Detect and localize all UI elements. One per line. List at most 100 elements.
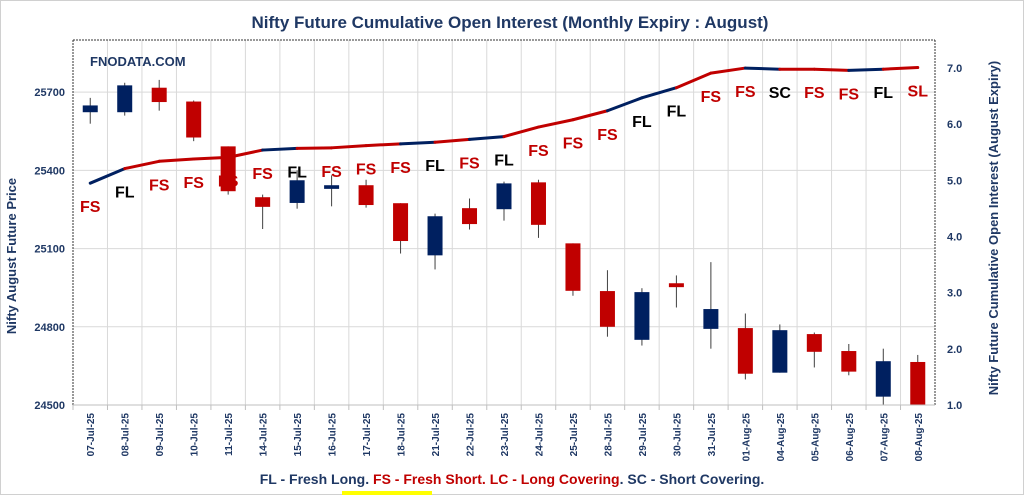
candle-body xyxy=(496,183,512,210)
x-tick-label: 31-Jul-25 xyxy=(707,413,718,457)
oi-line-segment xyxy=(226,148,265,159)
legend-dot: . xyxy=(619,471,624,487)
legend-fs: FS - Fresh Short. xyxy=(373,471,486,487)
oi-line-segment xyxy=(123,159,161,171)
signal-label: FS xyxy=(597,127,618,144)
signal-label: SL xyxy=(908,84,929,101)
signal-label: FS xyxy=(804,85,825,102)
x-tick-label: 04-Aug-25 xyxy=(776,413,787,462)
x-tick-label: 17-Jul-25 xyxy=(362,413,373,457)
x-tick-label: 11-Jul-25 xyxy=(224,413,235,456)
oi-line-segment xyxy=(536,118,575,129)
x-tick-label: 25-Jul-25 xyxy=(569,413,580,457)
candle-body xyxy=(634,292,650,340)
signal-label: FS xyxy=(321,164,342,181)
candle-body xyxy=(806,334,822,352)
signal-label: FS xyxy=(149,177,170,194)
oi-line-segment xyxy=(330,144,368,150)
left-tick-label: 25700 xyxy=(34,87,65,99)
signal-label: FL xyxy=(667,104,687,121)
signal-label: FS xyxy=(839,86,860,103)
signal-label: FS xyxy=(563,136,584,153)
oi-line-segment xyxy=(812,67,851,72)
signal-label: FL xyxy=(632,114,652,131)
x-tick-label: 08-Aug-25 xyxy=(914,413,925,462)
left-axis-label: Nifty August Future Price xyxy=(4,178,19,334)
x-tick-label: 14-Jul-25 xyxy=(259,413,270,457)
signal-label: FS xyxy=(218,173,239,190)
oi-line-segment xyxy=(674,71,713,90)
x-tick-label: 15-Jul-25 xyxy=(293,413,304,457)
candle-body xyxy=(530,182,546,225)
candle-body xyxy=(668,283,684,288)
oi-line-segment xyxy=(847,67,885,72)
right-tick-label: 4.0 xyxy=(947,232,962,244)
x-tick-label: 23-Jul-25 xyxy=(500,413,511,457)
x-tick-label: 09-Jul-25 xyxy=(155,413,166,457)
right-tick-label: 2.0 xyxy=(947,344,962,356)
signal-label: FS xyxy=(80,199,101,216)
candle-body xyxy=(841,351,857,372)
signal-label: FL xyxy=(287,164,307,181)
x-tick-label: 10-Jul-25 xyxy=(190,413,201,457)
candle-body xyxy=(462,208,478,225)
left-tick-label: 25100 xyxy=(34,244,65,256)
oi-line-segment xyxy=(399,140,437,146)
oi-line-segment xyxy=(261,146,299,152)
candle-body xyxy=(186,101,202,138)
signal-label: FS xyxy=(183,175,204,192)
signal-label: FL xyxy=(494,153,514,170)
x-tick-label: 08-Jul-25 xyxy=(121,413,132,457)
oi-line-segment xyxy=(502,125,540,139)
signal-label: FL xyxy=(425,158,445,175)
right-tick-label: 3.0 xyxy=(947,288,962,300)
signal-label: FL xyxy=(874,85,894,102)
legend-highlight xyxy=(342,491,432,495)
signal-label: SC xyxy=(769,85,792,102)
watermark: FNODATA.COM xyxy=(90,54,186,69)
left-tick-label: 24800 xyxy=(34,322,65,334)
oi-line-segment xyxy=(364,142,403,148)
candle-body xyxy=(324,185,340,189)
x-tick-label: 22-Jul-25 xyxy=(466,413,477,457)
signal-label: FS xyxy=(735,84,756,101)
x-tick-label: 29-Jul-25 xyxy=(638,413,649,457)
candle-body xyxy=(117,85,133,113)
x-tick-label: 24-Jul-25 xyxy=(534,413,545,457)
candle-body xyxy=(565,243,581,291)
candle-body xyxy=(703,309,719,329)
candle-body xyxy=(737,328,753,374)
oi-line-segment xyxy=(295,146,334,150)
right-tick-label: 1.0 xyxy=(947,400,962,412)
legend-fl: FL - Fresh Long. xyxy=(259,471,370,487)
right-tick-label: 7.0 xyxy=(947,63,962,75)
x-tick-label: 07-Jul-25 xyxy=(86,413,97,457)
oi-line-segment xyxy=(881,66,920,71)
oi-line-segment xyxy=(88,167,127,185)
signal-label: FS xyxy=(459,155,480,172)
candle-body xyxy=(875,361,891,397)
x-tick-label: 05-Aug-25 xyxy=(810,413,821,462)
x-tick-label: 21-Jul-25 xyxy=(431,413,442,457)
x-tick-label: 28-Jul-25 xyxy=(603,413,614,457)
x-tick-label: 16-Jul-25 xyxy=(328,413,339,457)
right-axis-label: Nifty Future Cumulative Open Interest (A… xyxy=(986,61,1001,395)
candle-body xyxy=(255,197,271,207)
oi-line-segment xyxy=(640,86,678,100)
oi-line-segment xyxy=(571,109,609,122)
candle-body xyxy=(393,203,409,242)
oi-line-segment xyxy=(743,66,782,71)
signal-label: FS xyxy=(356,162,377,179)
x-tick-label: 01-Aug-25 xyxy=(741,413,752,462)
signal-label: FS xyxy=(390,160,411,177)
candle-body xyxy=(910,361,926,405)
candle-body xyxy=(599,291,615,327)
signal-label: FS xyxy=(252,166,273,183)
candle-body xyxy=(427,216,443,256)
x-tick-label: 30-Jul-25 xyxy=(672,413,683,457)
x-tick-label: 07-Aug-25 xyxy=(879,413,890,462)
left-tick-label: 25400 xyxy=(34,165,65,177)
